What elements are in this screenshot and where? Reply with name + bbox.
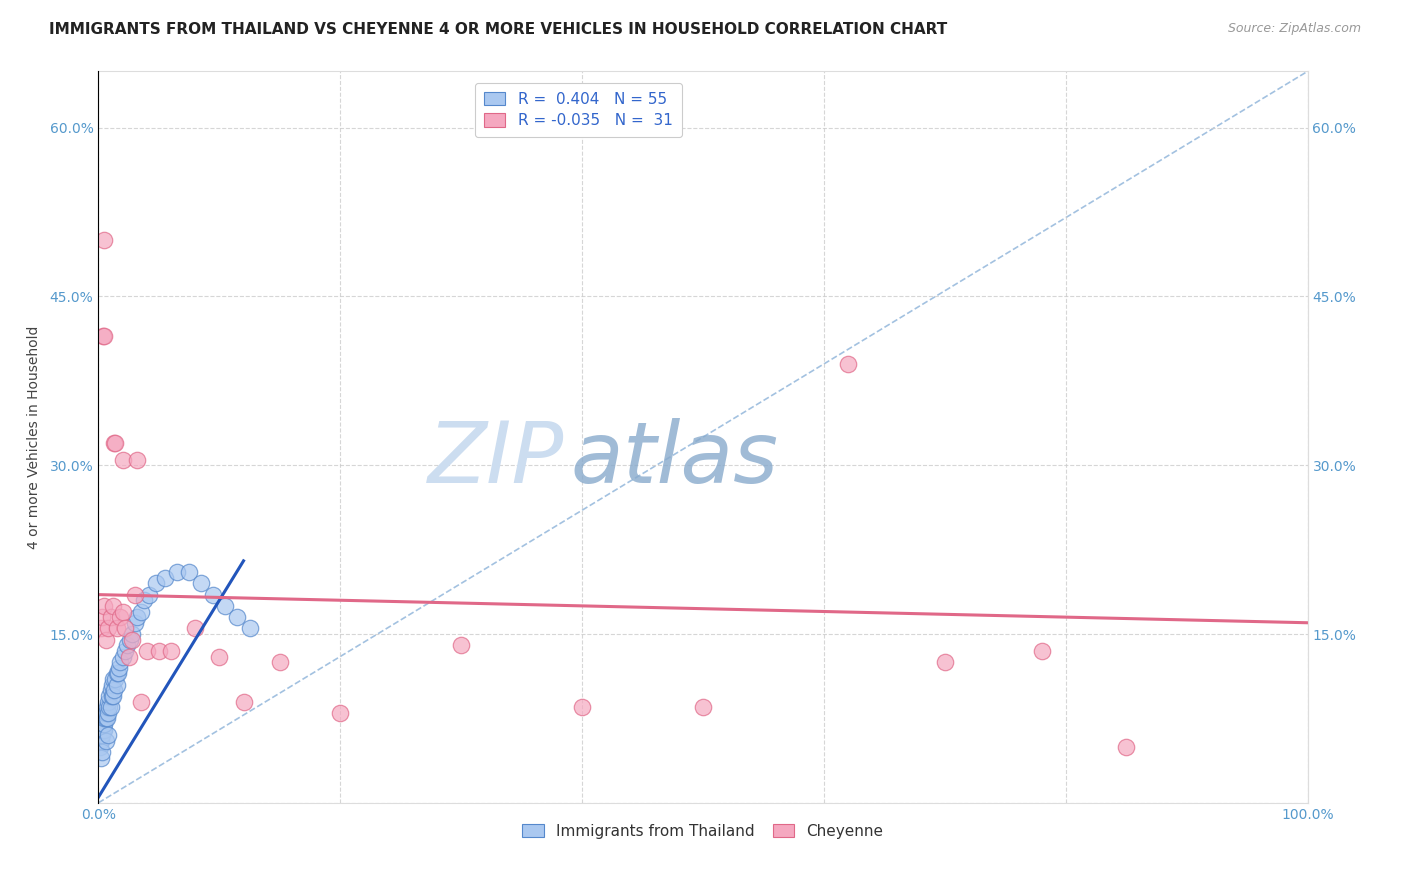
Point	[111, 605, 134, 619]
Point	[118, 632, 141, 647]
Point	[1031, 644, 1053, 658]
Point	[571, 700, 593, 714]
Point	[103, 435, 125, 450]
Point	[94, 706, 117, 720]
Point	[104, 672, 127, 686]
Point	[108, 661, 131, 675]
Point	[202, 588, 225, 602]
Point	[90, 621, 112, 635]
Text: IMMIGRANTS FROM THAILAND VS CHEYENNE 4 OR MORE VEHICLES IN HOUSEHOLD CORRELATION: IMMIGRANTS FROM THAILAND VS CHEYENNE 4 O…	[49, 22, 948, 37]
Point	[692, 700, 714, 714]
Point	[91, 728, 114, 742]
Point	[100, 689, 122, 703]
Point	[93, 233, 115, 247]
Point	[93, 723, 115, 737]
Point	[103, 683, 125, 698]
Point	[90, 751, 112, 765]
Text: atlas: atlas	[569, 417, 778, 500]
Point	[93, 599, 115, 613]
Point	[101, 689, 124, 703]
Point	[105, 678, 128, 692]
Point	[138, 588, 160, 602]
Point	[934, 655, 956, 669]
Point	[97, 621, 120, 635]
Point	[127, 452, 149, 467]
Point	[108, 655, 131, 669]
Point	[98, 700, 121, 714]
Point	[111, 452, 134, 467]
Point	[121, 627, 143, 641]
Point	[91, 723, 114, 737]
Point	[97, 706, 120, 720]
Point	[96, 711, 118, 725]
Point	[94, 632, 117, 647]
Point	[107, 666, 129, 681]
Point	[100, 678, 122, 692]
Point	[134, 593, 156, 607]
Legend: Immigrants from Thailand, Cheyenne: Immigrants from Thailand, Cheyenne	[515, 816, 891, 847]
Text: ZIP: ZIP	[427, 417, 564, 500]
Point	[179, 565, 201, 579]
Point	[190, 576, 212, 591]
Point	[118, 649, 141, 664]
Point	[129, 694, 152, 708]
Point	[214, 599, 236, 613]
Point	[91, 723, 114, 737]
Point	[121, 632, 143, 647]
Text: Source: ZipAtlas.com: Source: ZipAtlas.com	[1227, 22, 1361, 36]
Point	[153, 571, 176, 585]
Point	[91, 745, 114, 759]
Point	[89, 739, 111, 754]
Point	[1115, 739, 1137, 754]
Point	[450, 638, 472, 652]
Point	[100, 700, 122, 714]
Point	[166, 565, 188, 579]
Point	[124, 615, 146, 630]
Point	[94, 734, 117, 748]
Point	[135, 644, 157, 658]
Point	[100, 683, 122, 698]
Point	[114, 621, 136, 635]
Point	[184, 621, 207, 635]
Point	[117, 638, 139, 652]
Point	[232, 694, 254, 708]
Point	[837, 357, 859, 371]
Point	[329, 706, 352, 720]
Point	[111, 649, 134, 664]
Point	[105, 621, 128, 635]
Point	[90, 734, 112, 748]
Point	[129, 605, 152, 619]
Point	[226, 610, 249, 624]
Point	[97, 694, 120, 708]
Point	[100, 610, 122, 624]
Point	[91, 610, 114, 624]
Point	[91, 711, 114, 725]
Point	[269, 655, 291, 669]
Y-axis label: 4 or more Vehicles in Household: 4 or more Vehicles in Household	[27, 326, 41, 549]
Point	[101, 599, 124, 613]
Point	[94, 711, 117, 725]
Point	[101, 672, 124, 686]
Point	[93, 328, 115, 343]
Point	[91, 328, 114, 343]
Point	[208, 649, 231, 664]
Point	[114, 644, 136, 658]
Point	[160, 644, 183, 658]
Point	[108, 610, 131, 624]
Point	[98, 689, 121, 703]
Point	[93, 711, 115, 725]
Point	[239, 621, 262, 635]
Point	[96, 700, 118, 714]
Point	[127, 610, 149, 624]
Point	[104, 435, 127, 450]
Point	[90, 728, 112, 742]
Point	[97, 728, 120, 742]
Point	[93, 717, 115, 731]
Point	[91, 717, 114, 731]
Point	[105, 666, 128, 681]
Point	[145, 576, 167, 591]
Point	[148, 644, 170, 658]
Point	[124, 588, 146, 602]
